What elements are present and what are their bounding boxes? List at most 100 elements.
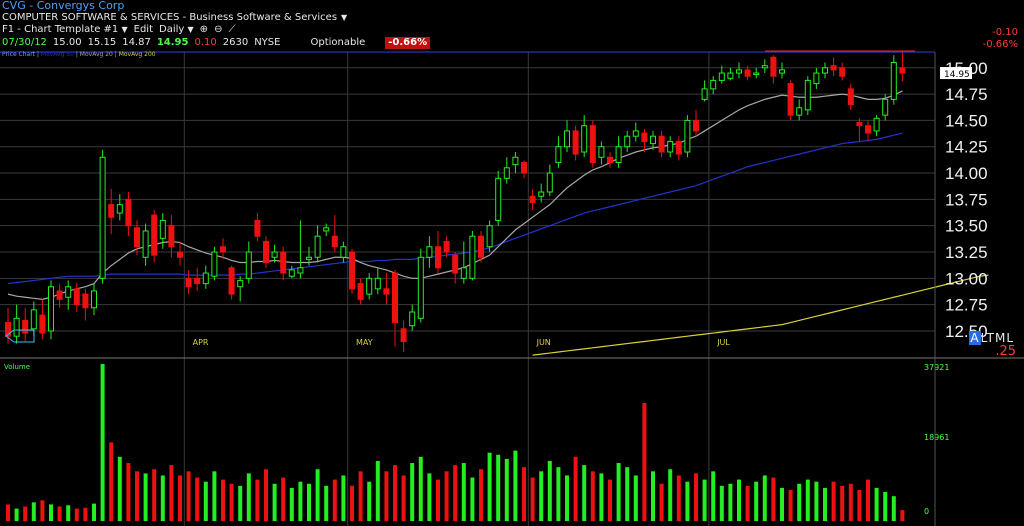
candle-body <box>796 107 803 116</box>
timeframe-a[interactable]: A <box>969 331 981 345</box>
candle-body <box>538 191 545 197</box>
candle-body <box>572 130 579 155</box>
volume-bar <box>178 475 182 521</box>
volume-bar <box>6 504 10 521</box>
price-tick-label: 14.25 <box>945 138 988 157</box>
volume-bar <box>401 475 406 521</box>
zoom-out-icon[interactable]: ⊖ <box>214 24 223 35</box>
candle-body <box>693 119 699 132</box>
candle-body <box>125 198 132 227</box>
volume-bar <box>229 483 234 521</box>
candle-body <box>890 62 897 100</box>
candle-body <box>357 283 364 300</box>
candle-body <box>615 146 622 164</box>
volume-bar <box>797 483 802 521</box>
volume-bar <box>66 505 71 521</box>
chevron-down-icon[interactable]: ▼ <box>341 13 348 22</box>
candle-body <box>99 156 106 279</box>
volume-bar <box>238 485 243 521</box>
volume-bar <box>831 481 836 521</box>
price-tick-label: 13.75 <box>945 190 988 209</box>
volume-bar <box>109 442 114 521</box>
candle-body <box>521 162 527 174</box>
volume-bar <box>350 485 354 521</box>
candle-body <box>650 135 656 145</box>
candle-body <box>116 204 123 214</box>
volume-bar <box>814 481 819 521</box>
volume-bar <box>676 475 681 521</box>
timeframe-t[interactable]: T <box>986 331 995 345</box>
legend-ma50: MovAvg 50 <box>40 51 74 58</box>
draw-tool-icon[interactable]: ⟋ <box>228 24 236 35</box>
chart-template-select[interactable]: F1 - Chart Template #1 ▼ <box>2 24 128 35</box>
candle-body <box>202 272 209 285</box>
corner-change-percent: -0.66% <box>982 39 1018 50</box>
candle-body <box>787 83 794 116</box>
volume-bar <box>823 487 827 521</box>
volume-bar <box>169 465 174 521</box>
candle-body <box>830 65 837 71</box>
volume-bar <box>608 479 612 521</box>
candle-body <box>899 67 906 74</box>
candle-body <box>245 251 252 279</box>
volume-bar <box>685 481 690 521</box>
candle-body <box>374 277 381 290</box>
timeframe-selector: ALTML <box>969 331 1014 345</box>
candle-body <box>495 177 502 221</box>
timeframe-l[interactable]: L <box>980 331 987 345</box>
candle-body <box>822 67 828 74</box>
period-select[interactable]: Daily ▼ <box>159 24 194 35</box>
ticker-title: CVG - Convergys Corp <box>2 0 125 12</box>
candle-body <box>5 322 11 337</box>
volume-bar <box>633 475 638 521</box>
timeframe-m[interactable]: M <box>994 331 1007 345</box>
candle-body <box>753 72 760 76</box>
percent-change-badge: -0.66% <box>385 37 431 49</box>
candle-body <box>237 279 244 288</box>
volume-bar <box>522 467 526 521</box>
volume-bar <box>711 471 716 521</box>
candle-body <box>813 72 820 85</box>
quote-open: 15.00 <box>52 37 82 48</box>
company-info[interactable]: COMPUTER SOFTWARE & SERVICES - Business … <box>2 12 347 24</box>
candle-body <box>392 272 398 324</box>
candle-body <box>142 230 149 258</box>
legend-ma20: MovAvg 20 <box>79 51 113 58</box>
chart-toolbar: F1 - Chart Template #1 ▼ Edit Daily ▼ ⊕ … <box>2 24 235 36</box>
volume-bar <box>556 467 561 521</box>
volume-bar <box>74 508 79 521</box>
volume-bar <box>289 487 294 521</box>
candle-body <box>701 88 708 100</box>
company-description: COMPUTER SOFTWARE & SERVICES - Business … <box>2 12 338 23</box>
volume-bar <box>298 481 303 521</box>
candle-body <box>667 140 674 153</box>
edit-button[interactable]: Edit <box>133 24 154 35</box>
volume-bar <box>788 489 793 521</box>
timeframe-l2[interactable]: L <box>1006 331 1014 345</box>
volume-bar <box>367 481 372 521</box>
candle-body <box>564 130 570 148</box>
volume-bar <box>324 485 329 521</box>
volume-bar <box>23 506 28 521</box>
volume-bar <box>573 456 578 521</box>
zoom-in-icon[interactable]: ⊕ <box>199 24 209 35</box>
price-tick-label: 14.75 <box>945 85 988 104</box>
volume-bar <box>651 471 655 521</box>
volume-bar <box>332 479 337 521</box>
candle-body <box>134 227 140 248</box>
volume-bar <box>393 465 397 521</box>
candle-body <box>718 72 725 81</box>
volume-bar <box>92 503 96 521</box>
candle-body <box>331 235 338 248</box>
quote-volume: 2630 <box>222 37 249 48</box>
last-price-tag: 14.95 <box>940 67 972 80</box>
volume-bar <box>255 479 260 521</box>
volume-tick-label: 18961 <box>924 433 949 442</box>
volume-tick-label: 37921 <box>924 363 949 372</box>
candle-body <box>658 135 665 153</box>
volume-bar <box>152 469 157 521</box>
chart-legend: Price Chart | MovAvg 50 | MovAvg 20 | Mo… <box>2 51 156 58</box>
candle-body <box>306 256 312 260</box>
volume-bar <box>728 483 733 521</box>
